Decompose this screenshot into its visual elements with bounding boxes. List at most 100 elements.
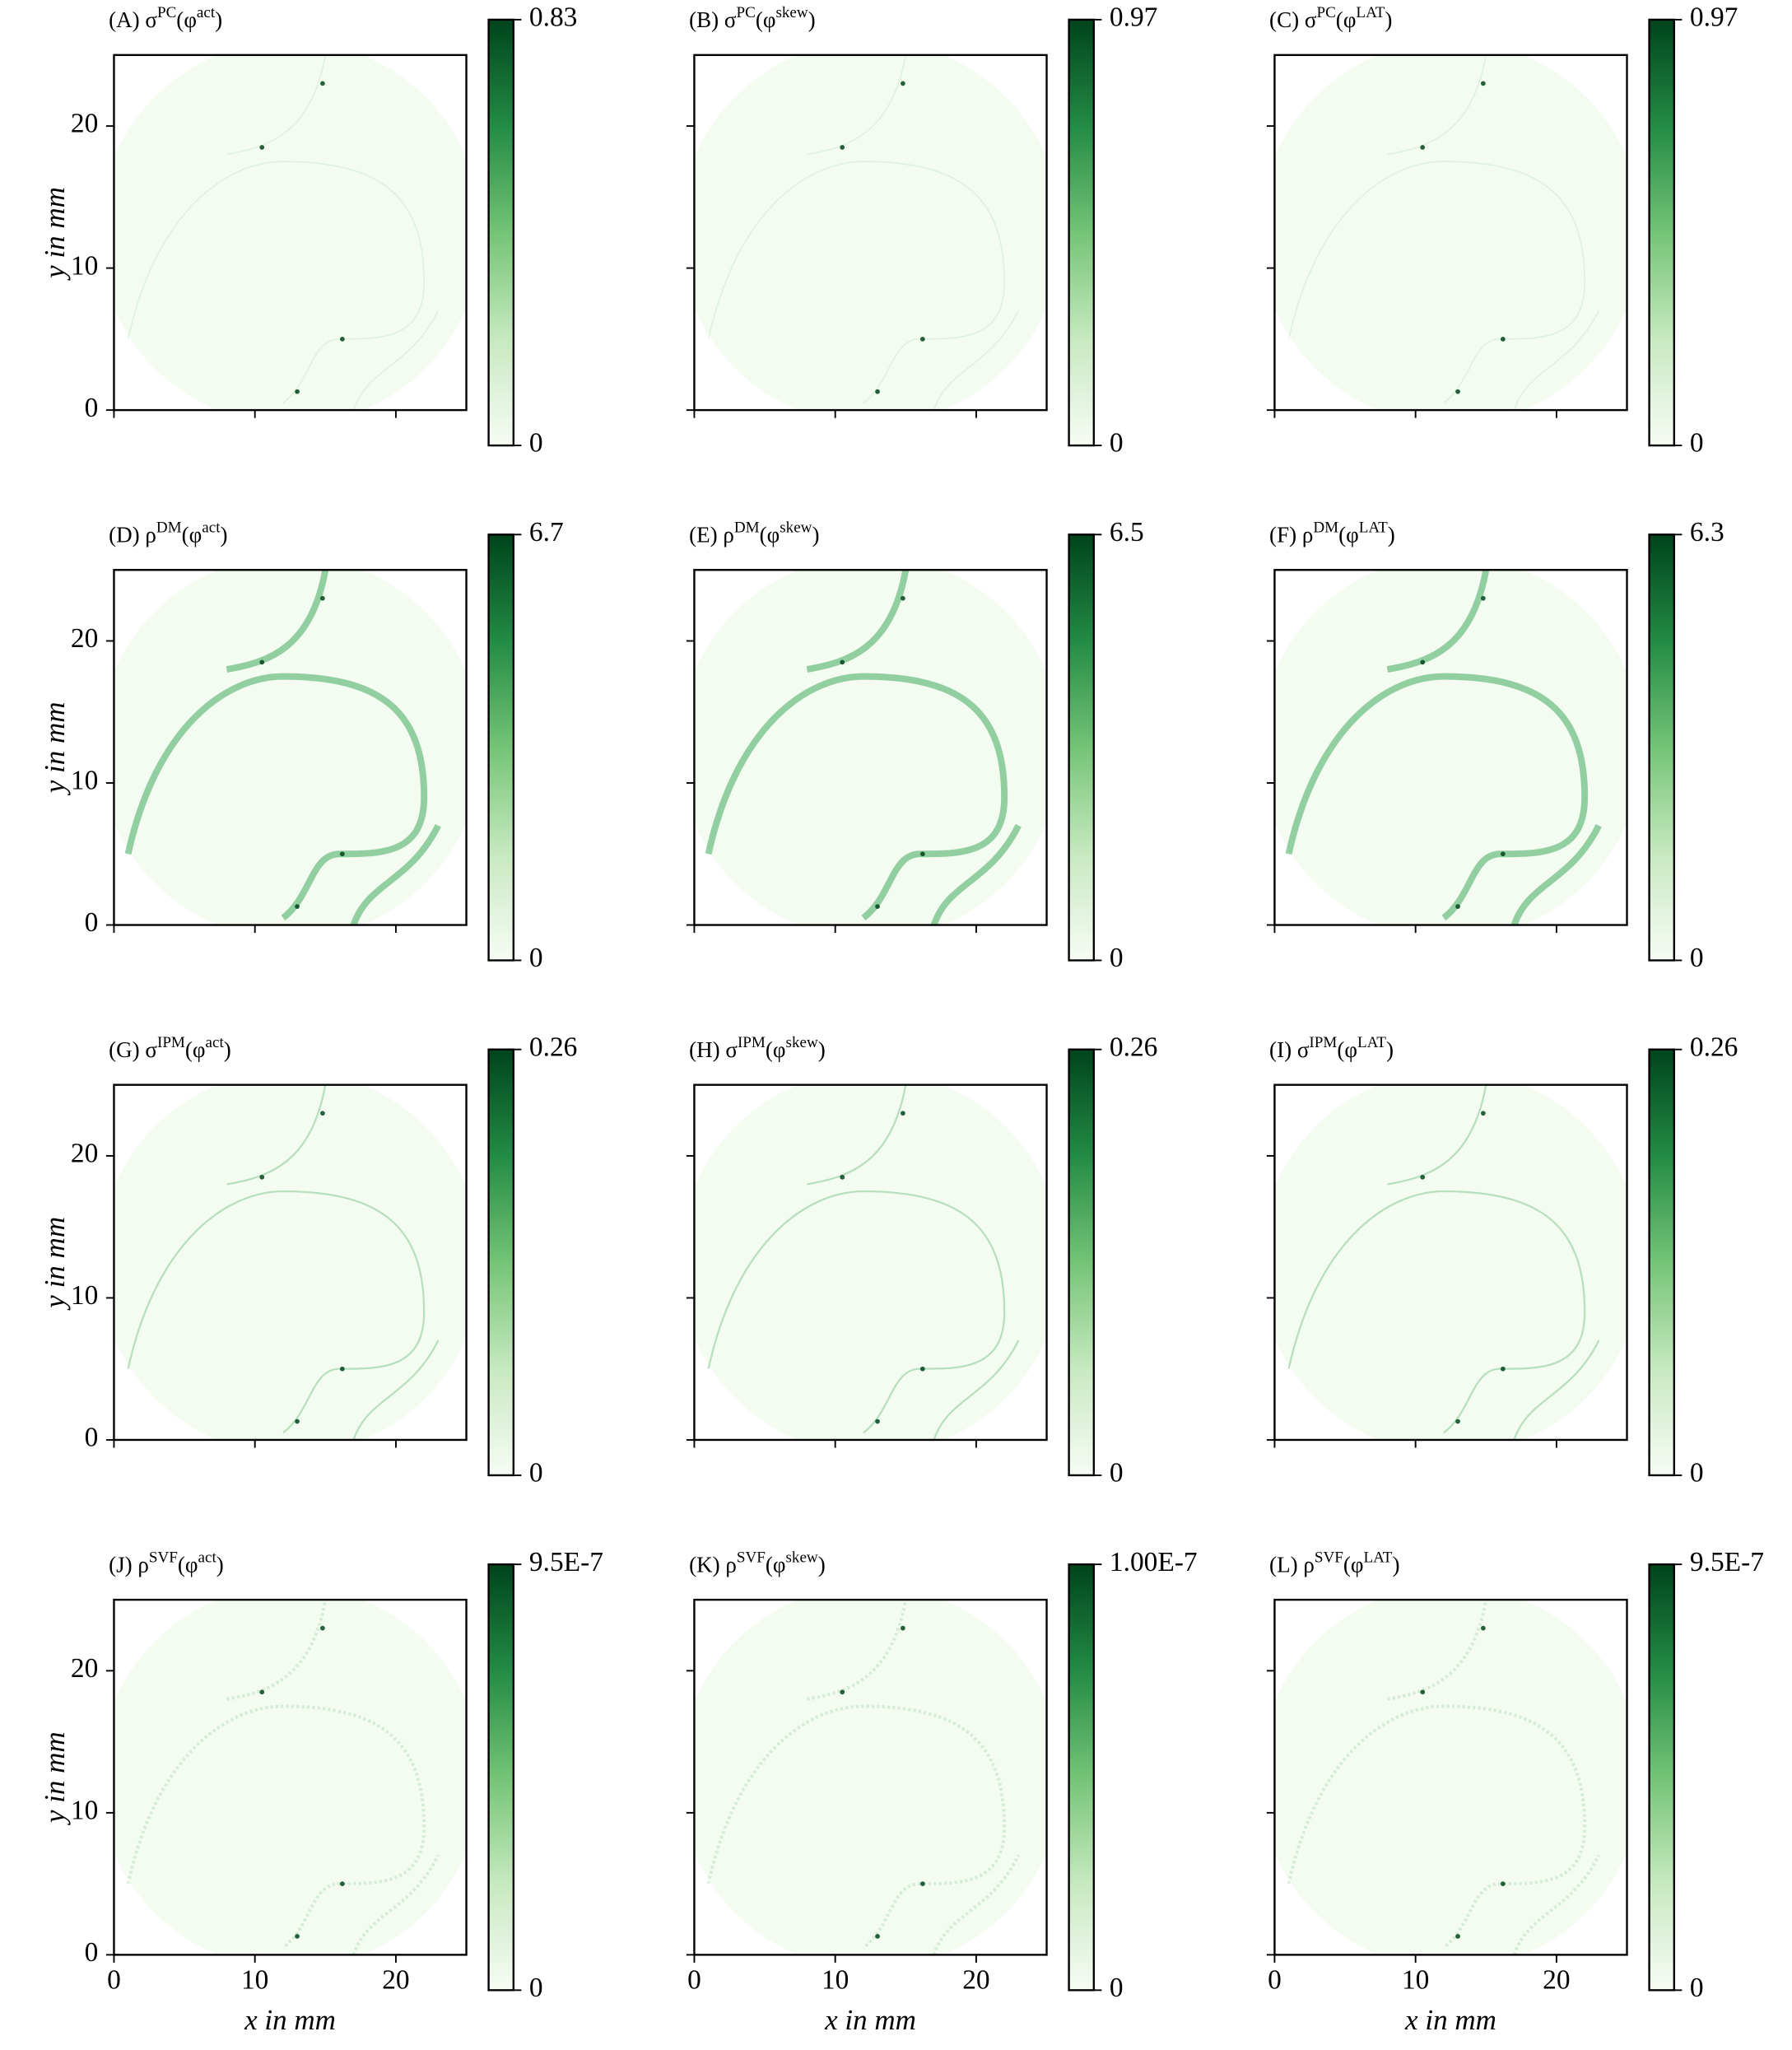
heatmap-texture [1386,570,1490,673]
title-part: DM [734,519,760,536]
title-part: ) [818,1553,826,1577]
axes-frame [693,569,1048,926]
heatmap-hotspot [875,1934,880,1939]
title-part: (H) σ [689,1037,738,1062]
title-part: act [202,519,221,536]
colorbar [1068,533,1096,962]
heatmap-hotspot [1500,1881,1506,1886]
title-part: IPM [1309,1034,1337,1051]
heatmap-texture [932,1854,1021,1955]
title-part: IPM [738,1034,766,1051]
heatmap-disc [694,570,1047,925]
colorbar-tick-label: 0 [1690,428,1704,459]
panel-title: (F) ρDM(φLAT) [1269,519,1395,547]
panel: (H) σIPM(φskew) 0 0.26 [686,1032,1157,1489]
heatmap [114,570,467,925]
y-tick-label: 10 [71,1796,98,1826]
heatmap-hotspot [901,1625,905,1631]
colorbar-tick-label: 0 [529,1973,543,2003]
panel: (E) ρDM(φskew) 0 6.5 [686,517,1144,973]
title-part: (φ [1337,1037,1357,1062]
heatmap-hotspot [1480,1111,1486,1116]
heatmap-texture [1512,1854,1601,1955]
heatmap-texture [226,1600,328,1701]
heatmap-hotspot [840,1174,845,1180]
heatmap-hotspot [919,1366,925,1372]
panel-title: (B) σPC(φskew) [689,4,816,32]
heatmap-hotspot [1420,145,1426,150]
title-part: (φ [766,1037,786,1062]
title-part: act [198,1549,217,1566]
heatmap-hotspot [259,659,265,665]
colorbar-tick-label: 9.5E-7 [529,1547,603,1577]
heatmap-hotspot [320,81,325,86]
x-tick-label: 0 [687,1964,701,1995]
panel-title: (J) ρSVF(φact) [109,1549,224,1577]
heatmap-hotspot [901,81,905,86]
title-part: LAT [1363,1549,1392,1566]
heatmap-hotspot [1455,389,1460,394]
colorbar-tick-label: 1.00E-7 [1110,1547,1198,1577]
heatmap-hotspot [295,1934,300,1939]
title-part: (φ [766,1553,786,1577]
colorbar [1648,18,1676,447]
heatmap-texture [1287,1190,1586,1434]
heatmap [114,54,467,411]
title-part: DM [156,519,182,536]
heatmap-hotspot [1455,904,1460,909]
title-part: act [197,4,216,21]
heatmap-hotspot [339,1366,345,1372]
title-part: ) [216,1553,224,1577]
y-axis-label: y in mm [39,701,71,795]
heatmap-texture [1387,54,1487,156]
heatmap-disc [1274,54,1627,411]
y-tick-label: 10 [71,766,98,796]
title-part: SVF [737,1549,766,1566]
colorbar-tick-label: 0.26 [1110,1032,1157,1062]
title-part: (φ [185,1037,206,1062]
title-part: IPM [157,1034,185,1051]
title-part: (φ [182,523,202,547]
panel-title: (L) ρSVF(φLAT) [1269,1549,1399,1577]
colorbar-tick-label: 0 [1110,1458,1124,1489]
x-axis-label: x in mm [244,2004,336,2036]
heatmap-disc [114,54,467,411]
colorbar [1648,1563,1676,1992]
title-part: ) [812,523,819,547]
axes-frame [113,569,468,926]
colorbar [487,18,515,447]
heatmap-texture [352,310,440,411]
x-axis-label: x in mm [1404,2004,1496,2036]
heatmap-texture [1287,161,1585,404]
colorbar [487,533,515,962]
title-part: ) [224,1037,231,1062]
panel: (C) σPC(φLAT) 0 0.97 [1266,2,1738,459]
title-part: PC [1316,4,1335,21]
heatmap [694,54,1047,411]
colorbar-tick-label: 0.97 [1110,2,1157,33]
axes-frame [113,1083,468,1442]
title-part: (G) σ [109,1037,157,1062]
panel: (F) ρDM(φLAT) 0 6.3 [1266,517,1725,973]
heatmap-texture [1513,310,1599,411]
y-tick-label: 20 [71,109,98,139]
x-tick-label: 10 [822,1964,849,1995]
heatmap-texture [705,673,1008,921]
panel-title: (C) σPC(φLAT) [1269,4,1392,32]
title-part: LAT [1357,1034,1386,1051]
heatmap-hotspot [919,851,925,857]
title-part: (D) ρ [109,523,156,547]
heatmap-hotspot [901,595,905,601]
colorbar-tick-label: 0.97 [1690,2,1738,33]
title-part: (F) ρ [1269,523,1313,547]
title-part: act [206,1034,225,1051]
heatmap-hotspot [840,145,845,150]
axes-frame [113,1598,468,1956]
heatmap-hotspot [295,904,300,909]
heatmap-disc [1274,1084,1627,1440]
x-axis-label: x in mm [824,2004,916,2036]
y-tick-label: 0 [85,1423,99,1453]
heatmap-texture [1513,1339,1600,1440]
y-axis-label: y in mm [39,187,71,281]
